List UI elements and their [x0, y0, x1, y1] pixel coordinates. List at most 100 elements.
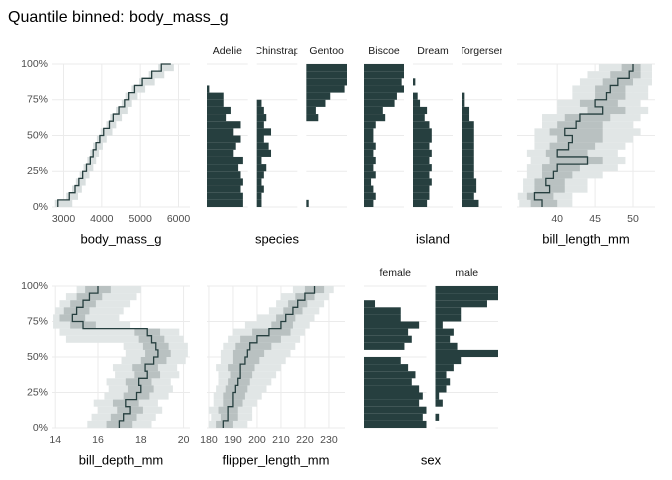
- x-tick-label: 14: [49, 434, 61, 446]
- quantile-band: [158, 64, 174, 72]
- bar: [256, 114, 267, 122]
- bar: [462, 114, 470, 122]
- bar: [462, 92, 465, 100]
- bar: [364, 399, 420, 407]
- quantile-band: [110, 114, 123, 122]
- bar: [364, 178, 372, 186]
- iqr-band: [216, 420, 233, 428]
- bar: [413, 92, 418, 100]
- facet-strip: Chinstrap: [257, 45, 298, 57]
- quantile-line: [57, 63, 171, 207]
- bar: [413, 199, 428, 207]
- bar: [207, 149, 234, 157]
- quantile-band: [83, 164, 94, 172]
- axis-title: bill_length_mm: [542, 231, 629, 246]
- quantile-band: [100, 128, 113, 136]
- iqr-band: [549, 156, 603, 165]
- facet-label: female: [379, 267, 411, 279]
- bar: [364, 406, 427, 414]
- axis-title: sex: [421, 452, 442, 467]
- quantile-band: [75, 178, 86, 186]
- bar: [364, 99, 395, 107]
- iqr-band: [534, 178, 565, 186]
- y-tick-label: 75%: [27, 94, 48, 106]
- bar: [435, 307, 462, 315]
- x-tick-label: 5000: [128, 213, 152, 225]
- bar: [462, 178, 477, 186]
- x-tick-label: 210: [272, 434, 290, 446]
- bar: [256, 178, 262, 186]
- range-band: [65, 335, 184, 343]
- bar: [306, 71, 347, 79]
- bar: [207, 92, 224, 100]
- y-tick-label: 100%: [21, 58, 48, 70]
- y-tick-label: 0%: [33, 201, 48, 213]
- range-band: [59, 328, 180, 336]
- iqr-band: [545, 149, 588, 157]
- iqr-band: [542, 164, 580, 172]
- bar: [435, 392, 440, 400]
- x-tick-label: 16: [92, 434, 104, 446]
- quantile-band: [96, 135, 107, 143]
- iqr-band: [621, 64, 641, 72]
- bar: [364, 420, 427, 428]
- bar: [462, 164, 474, 172]
- bar: [364, 92, 397, 100]
- bar: [435, 349, 498, 357]
- median-line: [533, 64, 634, 207]
- quantile-band: [79, 171, 90, 179]
- bar: [256, 128, 272, 136]
- bar: [435, 321, 443, 329]
- bar: [256, 106, 264, 115]
- bar: [413, 78, 416, 86]
- bar: [207, 99, 224, 107]
- quantile-band: [72, 185, 82, 193]
- iqr-band: [549, 128, 603, 136]
- bar: [462, 185, 477, 193]
- bar: [207, 185, 241, 193]
- bar: [413, 106, 428, 115]
- bar: [413, 142, 430, 150]
- bar: [306, 85, 345, 93]
- bar: [462, 149, 474, 157]
- quantile-band: [121, 99, 132, 107]
- quantile-band: [148, 71, 165, 79]
- bar: [207, 135, 241, 143]
- iqr-band: [595, 92, 626, 100]
- facet-label: Gentoo: [309, 45, 344, 57]
- bar: [364, 371, 416, 379]
- bar: [364, 342, 405, 350]
- quantile-band: [66, 192, 78, 200]
- facet-label: Dream: [417, 45, 449, 57]
- bar: [462, 135, 474, 143]
- x-tick-label: 3000: [52, 213, 76, 225]
- facet-label: Adelie: [213, 45, 242, 57]
- facet-strip: Adelie: [213, 45, 242, 57]
- bar: [462, 156, 474, 165]
- bar: [364, 164, 374, 172]
- quantile-band: [125, 92, 138, 100]
- bar: [306, 78, 347, 86]
- quantile-band: [87, 156, 97, 165]
- quantile-band: [106, 121, 117, 129]
- facet-strip: male: [455, 267, 478, 279]
- bar: [364, 300, 376, 308]
- bar: [306, 99, 326, 107]
- bar: [256, 135, 264, 143]
- quantile-band: [93, 142, 103, 150]
- bar: [435, 293, 498, 301]
- bar: [364, 392, 423, 400]
- iqr-band: [252, 328, 291, 336]
- bar: [207, 171, 241, 179]
- axis-title: flipper_length_mm: [223, 452, 330, 467]
- y-tick-label: 25%: [27, 386, 48, 398]
- iqr-band: [579, 99, 618, 107]
- facet-strip: Dream: [417, 45, 449, 57]
- bar: [364, 85, 404, 93]
- bar: [364, 378, 412, 386]
- bar: [256, 192, 262, 200]
- bar: [306, 92, 331, 100]
- bar: [207, 156, 243, 165]
- x-tick-label: 45: [589, 213, 601, 225]
